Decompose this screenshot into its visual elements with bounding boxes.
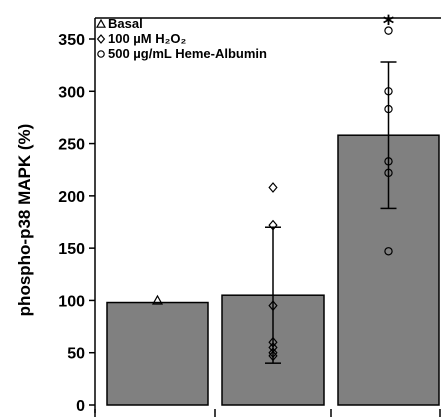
- legend-marker-diamond: [96, 34, 106, 44]
- legend-marker-triangle: [95, 18, 107, 28]
- data-point: [384, 104, 393, 114]
- axes-group: [94, 17, 441, 417]
- significance-asterisk: *: [383, 12, 395, 37]
- legend-label: Basal: [108, 16, 143, 31]
- data-point: [384, 168, 393, 178]
- error-bars-group: [265, 61, 397, 364]
- data-point: [268, 300, 278, 312]
- data-point: [268, 336, 278, 348]
- data-point: [268, 182, 278, 193]
- data-point: [384, 26, 393, 35]
- y-tick-label: 50: [67, 346, 85, 363]
- legend-marker-circle: [97, 50, 105, 58]
- y-axis-title: phospho-p38 MAPK (%): [15, 124, 34, 317]
- data-point: [268, 350, 278, 362]
- data-point: [384, 87, 393, 96]
- bar: [106, 301, 209, 406]
- y-tick-label: 100: [58, 293, 85, 310]
- data-point: [384, 247, 393, 256]
- data-point: [384, 157, 393, 166]
- y-tick-label: 150: [58, 241, 85, 258]
- data-point: [268, 347, 278, 359]
- data-points-group: [151, 26, 393, 362]
- data-point: [268, 219, 278, 231]
- annotations-group: *: [383, 12, 395, 37]
- y-tick-label: 300: [58, 84, 85, 101]
- y-tick-label: 0: [76, 398, 85, 415]
- y-tick-label: 350: [58, 32, 85, 49]
- legend-label: 500 µg/mL Heme-Albumin: [108, 46, 267, 61]
- data-point: [151, 294, 164, 305]
- legend-label: 100 µM H₂O₂: [108, 31, 187, 46]
- y-tick-label: 200: [58, 189, 85, 206]
- y-axis-ticks: 0 50 100 150 200 250 300 350: [58, 32, 95, 415]
- y-tick-label: 250: [58, 137, 85, 154]
